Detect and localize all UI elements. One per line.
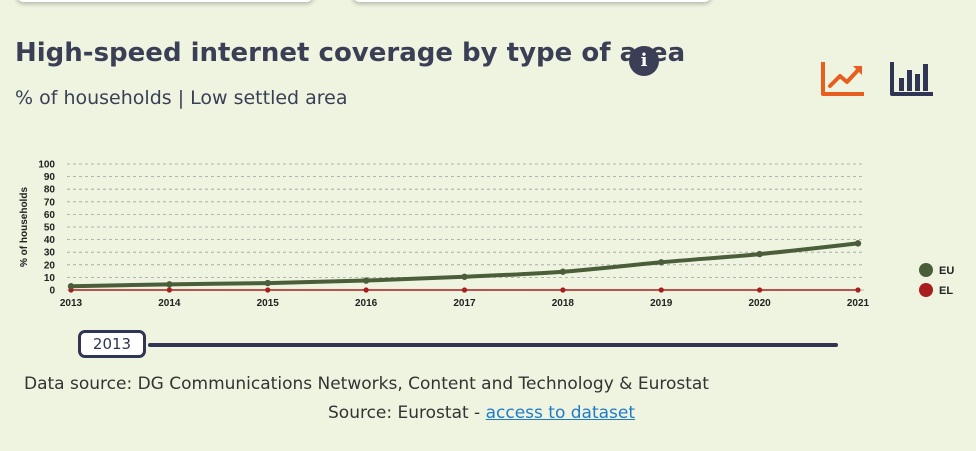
data-source-text: Data source: DG Communications Networks,… <box>24 374 709 394</box>
bar-chart-icon <box>890 62 933 96</box>
y-tick-label: 20 <box>44 260 56 271</box>
legend-marker-el[interactable] <box>919 283 933 297</box>
data-point-el[interactable] <box>658 287 664 293</box>
legend-label-eu: EU <box>939 265 954 277</box>
timeline-track[interactable] <box>148 343 838 347</box>
data-point-eu[interactable] <box>67 283 75 290</box>
bar-chart-view-button[interactable] <box>889 58 935 98</box>
legend-label-el: EL <box>939 285 953 297</box>
data-point-eu[interactable] <box>756 250 763 258</box>
y-axis-label: % of households <box>19 187 30 267</box>
x-tick-label: 2019 <box>650 298 673 309</box>
data-point-eu[interactable] <box>362 277 370 284</box>
data-point-el[interactable] <box>757 287 763 293</box>
y-tick-label: 30 <box>44 248 56 259</box>
legend-marker-eu[interactable] <box>919 263 933 277</box>
y-tick-label: 90 <box>44 172 56 183</box>
x-tick-label: 2021 <box>847 298 870 309</box>
x-axis-ticks: 2013 2014 2015 2016 2017 2018 2019 2020 2021 <box>60 298 870 309</box>
info-icon[interactable]: i <box>629 46 659 76</box>
y-tick-label: 40 <box>44 235 56 246</box>
grid-lines <box>67 163 864 291</box>
data-point-el[interactable] <box>560 287 566 293</box>
timeline-year-handle[interactable]: 2013 <box>78 330 146 358</box>
data-point-el[interactable] <box>265 287 271 293</box>
chart-subtitle: % of households | Low settled area <box>15 87 348 109</box>
data-point-el[interactable] <box>855 287 861 293</box>
line-chart-icon <box>821 62 864 96</box>
x-tick-label: 2014 <box>158 298 181 309</box>
x-tick-label: 2017 <box>453 298 476 309</box>
legend: EU EL <box>919 263 954 297</box>
y-tick-label: 10 <box>44 273 56 284</box>
data-point-eu[interactable] <box>461 273 468 280</box>
x-tick-label: 2020 <box>749 298 772 309</box>
chart-title: High-speed internet coverage by type of … <box>15 38 686 68</box>
top-card-left <box>16 0 314 2</box>
series-lines <box>67 240 862 293</box>
data-point-eu[interactable] <box>854 240 862 247</box>
data-point-eu[interactable] <box>166 281 173 288</box>
source-line: Source: Eurostat - access to dataset <box>328 403 635 423</box>
y-tick-label: 70 <box>44 197 56 208</box>
dataset-link[interactable]: access to dataset <box>485 403 636 423</box>
data-point-eu[interactable] <box>559 268 567 275</box>
x-tick-label: 2015 <box>257 298 280 309</box>
top-card-right <box>352 0 712 2</box>
y-tick-label: 80 <box>44 185 56 196</box>
y-tick-label: 50 <box>44 223 56 234</box>
source-prefix: Source: Eurostat - <box>328 403 486 423</box>
y-tick-label: 0 <box>49 286 55 297</box>
data-point-el[interactable] <box>461 287 468 293</box>
x-tick-label: 2016 <box>355 298 378 309</box>
data-point-eu[interactable] <box>658 259 665 266</box>
x-tick-label: 2018 <box>552 298 575 309</box>
y-tick-label: 60 <box>44 210 56 221</box>
y-tick-label: 100 <box>38 160 55 171</box>
data-point-el[interactable] <box>363 287 369 293</box>
data-point-eu[interactable] <box>264 279 271 287</box>
x-tick-label: 2013 <box>60 298 83 309</box>
data-point-el[interactable] <box>166 287 172 293</box>
line-chart-view-button[interactable] <box>820 58 866 98</box>
